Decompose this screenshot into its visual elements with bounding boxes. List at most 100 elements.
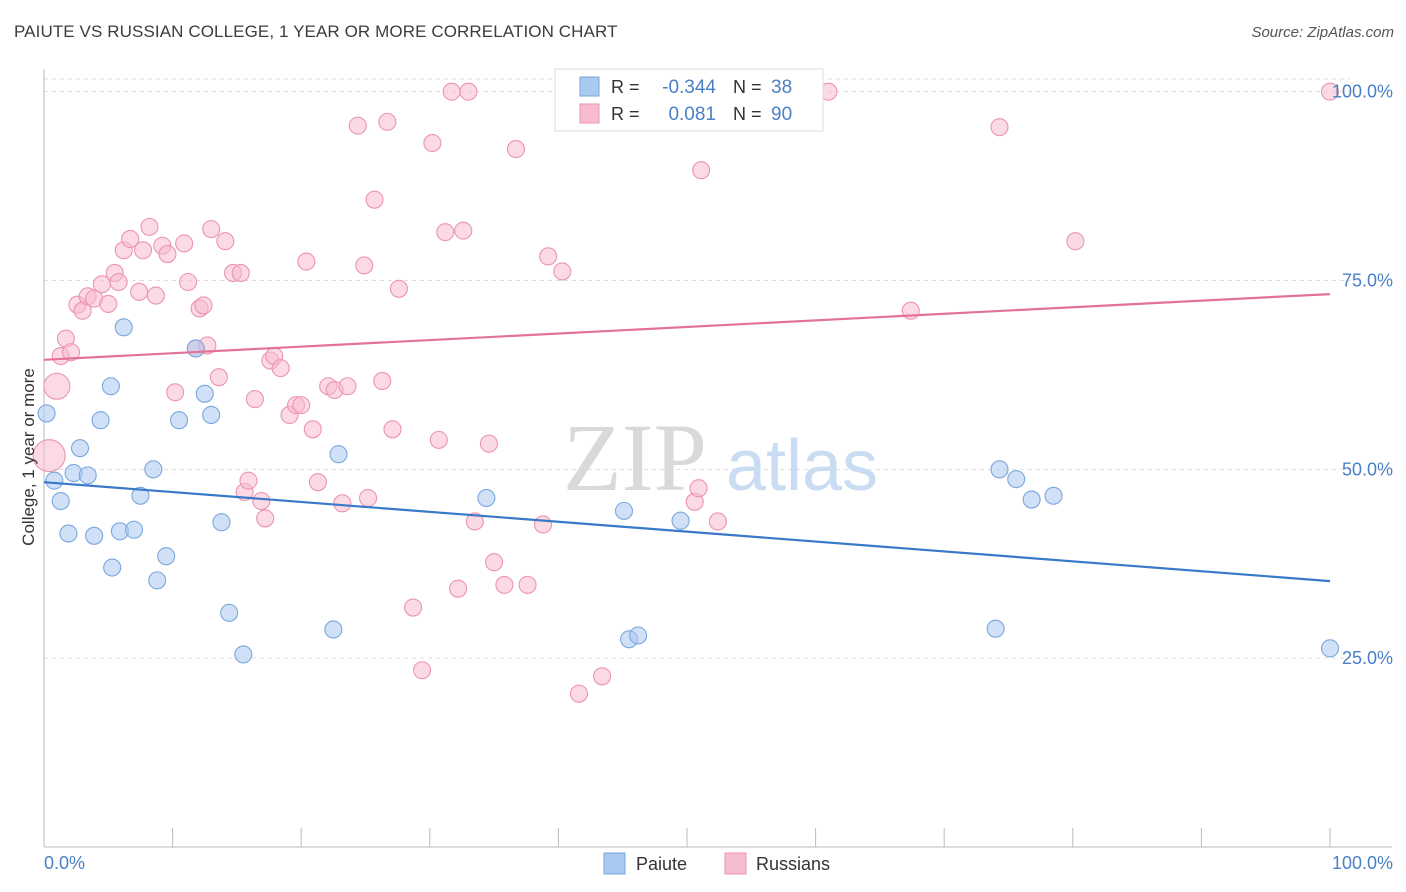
y-tick-label: 75.0% [1342, 270, 1393, 290]
stats-swatch-russians [579, 103, 600, 124]
russians-point [506, 140, 526, 159]
stats-n-value: 38 [771, 77, 792, 98]
paiute-point [101, 377, 120, 396]
russians-trend-line [43, 292, 1331, 361]
paiute-trend-line [43, 481, 1331, 583]
russians-point [429, 430, 448, 449]
paiute-point [234, 645, 253, 664]
legend-swatch-russians[interactable] [724, 852, 747, 875]
russians-point [436, 223, 455, 242]
russians-point [109, 272, 128, 292]
russians-point [202, 220, 221, 239]
russians-point [990, 118, 1009, 137]
watermark-atlas: atlas [726, 426, 878, 506]
russians-point [239, 471, 258, 490]
paiute-point [70, 439, 90, 458]
stats-n-value: 90 [771, 104, 792, 125]
paiute-point [186, 339, 205, 358]
russians-point [692, 161, 711, 180]
bottom-legend[interactable]: Paiute Russians [603, 852, 830, 875]
russians-point [383, 420, 402, 439]
paiute-point [202, 405, 221, 424]
paiute-point [51, 492, 70, 511]
russians-point [130, 282, 149, 301]
russians-point [593, 667, 612, 686]
legend-swatch-paiute[interactable] [603, 852, 626, 875]
russians-point [708, 512, 727, 531]
paiute-point [671, 511, 690, 530]
russians-point [553, 262, 572, 281]
paiute-point [59, 524, 78, 543]
paiute-point [220, 603, 239, 622]
russians-point [539, 247, 558, 266]
russians-point [518, 575, 537, 594]
russians-point [209, 368, 228, 387]
paiute-point [144, 460, 163, 479]
russians-point [373, 371, 392, 391]
russians-point [231, 263, 250, 282]
russians-point [442, 82, 461, 101]
paiute-point [990, 460, 1009, 479]
russians-point [389, 279, 408, 298]
watermark-zip: ZIP [563, 404, 707, 511]
paiute-point [1044, 486, 1063, 505]
russians-point [1320, 82, 1340, 101]
stats-r-label: R = [611, 77, 640, 97]
russians-point [495, 575, 514, 594]
paiute-point [1022, 490, 1041, 509]
stats-r-value: -0.344 [662, 77, 716, 98]
source-credit: Source: ZipAtlas.com [1251, 24, 1394, 41]
paiute-point [114, 318, 133, 337]
russians-point [99, 294, 118, 313]
russians-point [355, 256, 374, 275]
russians-point [1066, 232, 1085, 251]
y-tick-label: 50.0% [1342, 459, 1393, 479]
russians-point [479, 434, 499, 453]
paiute-point [169, 411, 189, 430]
stats-r-label: R = [611, 104, 640, 124]
russians-point [485, 553, 504, 572]
russians-point [533, 515, 553, 534]
paiute-point [195, 384, 214, 403]
series-paiute-points [37, 318, 1340, 664]
x-tick-label-max: 100.0% [1332, 853, 1393, 873]
paiute-point [37, 404, 56, 423]
russians-point [178, 272, 198, 292]
russians-point [146, 286, 165, 305]
russians-point [140, 217, 159, 236]
russians-point [303, 420, 322, 439]
legend-label-russians[interactable]: Russians [756, 854, 830, 874]
paiute-point [78, 466, 97, 485]
stats-n-label: N = [733, 77, 762, 97]
grid-lines [44, 78, 1350, 659]
x-tick-label-min: 0.0% [44, 853, 85, 873]
russians-point [121, 229, 140, 249]
russians-point [245, 390, 264, 409]
russians-point [449, 579, 468, 598]
paiute-point [1320, 639, 1340, 658]
paiute-point [1007, 470, 1026, 489]
chart-title: PAIUTE VS RUSSIAN COLLEGE, 1 YEAR OR MOR… [14, 22, 618, 41]
paiute-point [85, 526, 104, 545]
russians-point [133, 241, 153, 260]
russians-point [423, 133, 442, 153]
russians-point [297, 252, 316, 271]
russians-point [569, 684, 589, 703]
y-axis-label: College, 1 year or more [19, 368, 38, 546]
series-russians-points [32, 82, 1340, 703]
russians-point [308, 473, 327, 492]
paiute-point [477, 488, 496, 508]
stats-legend-box [554, 68, 824, 132]
russians-point [292, 396, 311, 415]
legend-label-paiute[interactable]: Paiute [636, 854, 687, 874]
paiute-point [614, 501, 634, 520]
russians-point [256, 509, 275, 528]
paiute-point [212, 513, 231, 532]
russians-point [378, 112, 397, 131]
russians-point [175, 234, 194, 253]
russians-point [61, 343, 81, 362]
paiute-point [329, 445, 348, 464]
russians-point [348, 116, 367, 135]
russians-point [158, 245, 177, 264]
